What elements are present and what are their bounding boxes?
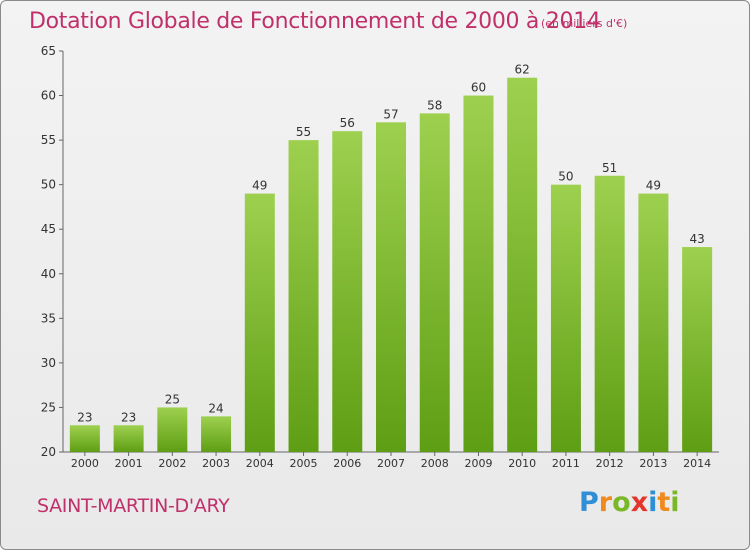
logo-letter: t [657,487,671,518]
bar [69,425,100,452]
logo-letter: x [630,487,649,518]
y-tick-label: 45 [41,222,56,236]
bar [550,184,581,452]
bar [288,140,319,452]
bar-value-label: 58 [427,98,442,112]
bar [638,193,669,453]
x-tick-label: 2013 [639,457,667,470]
bar-value-label: 57 [383,107,398,121]
bar-value-label: 24 [208,401,223,415]
bar [419,113,450,452]
bar-value-label: 51 [602,161,617,175]
bar [594,175,625,452]
bar-value-label: 49 [646,179,661,193]
x-tick-label: 2008 [421,457,449,470]
x-tick-label: 2009 [464,457,492,470]
y-tick-label: 55 [41,133,56,147]
bar [682,247,713,452]
logo-letter: r [598,487,613,518]
y-tick-label: 20 [41,445,56,459]
bar [113,425,144,452]
chart-title: Dotation Globale de Fonctionnement de 20… [29,9,601,34]
bar [157,407,188,452]
y-tick-label: 60 [41,89,56,103]
x-tick-label: 2007 [377,457,405,470]
bar [507,77,538,452]
bar-value-label: 50 [558,170,573,184]
bar-value-label: 49 [252,179,267,193]
proxiti-logo: Proxiti [579,487,680,518]
bar-value-label: 55 [296,125,311,139]
x-tick-label: 2000 [71,457,99,470]
bar-value-label: 56 [340,116,355,130]
y-tick-label: 35 [41,311,56,325]
bar-value-label: 23 [121,410,136,424]
bar-value-label: 60 [471,81,486,95]
y-tick-label: 30 [41,356,56,370]
bars [69,77,713,453]
y-tick-label: 65 [41,44,56,58]
x-tick-label: 2006 [333,457,361,470]
y-tick-label: 25 [41,400,56,414]
bar [376,122,406,453]
logo-letter: i [648,487,658,518]
bar [332,131,363,452]
x-tick-label: 2004 [246,457,274,470]
y-tick-label: 40 [41,267,56,281]
data-labels: 23 23 25 24 49 55 56 57 58 60 62 50 51 49 43 [77,63,705,425]
bar-value-label: 23 [77,410,92,424]
x-tick-label: 2005 [290,457,318,470]
axes: 20 25 30 35 40 45 50 55 60 65 2000 2001 2002 2003 2004… [41,44,719,470]
bar-value-label: 62 [515,63,530,77]
commune-name: SAINT-MARTIN-D'ARY [37,495,230,517]
logo-letter: i [670,487,680,518]
bar-value-label: 25 [165,392,180,406]
x-tick-label: 2010 [508,457,536,470]
logo-letter: o [612,487,631,518]
bar-value-label: 43 [689,232,704,246]
x-tick-label: 2014 [683,457,711,470]
bar [201,416,232,452]
x-tick-label: 2011 [552,457,580,470]
bar [463,95,494,453]
chart-subtitle: (en milliers d'€) [541,17,628,30]
x-tick-label: 2003 [202,457,230,470]
bar [244,193,275,453]
x-tick-label: 2012 [596,457,624,470]
logo-letter: P [579,487,599,518]
y-tick-label: 50 [41,178,56,192]
x-tick-label: 2001 [115,457,143,470]
x-tick-label: 2002 [158,457,186,470]
